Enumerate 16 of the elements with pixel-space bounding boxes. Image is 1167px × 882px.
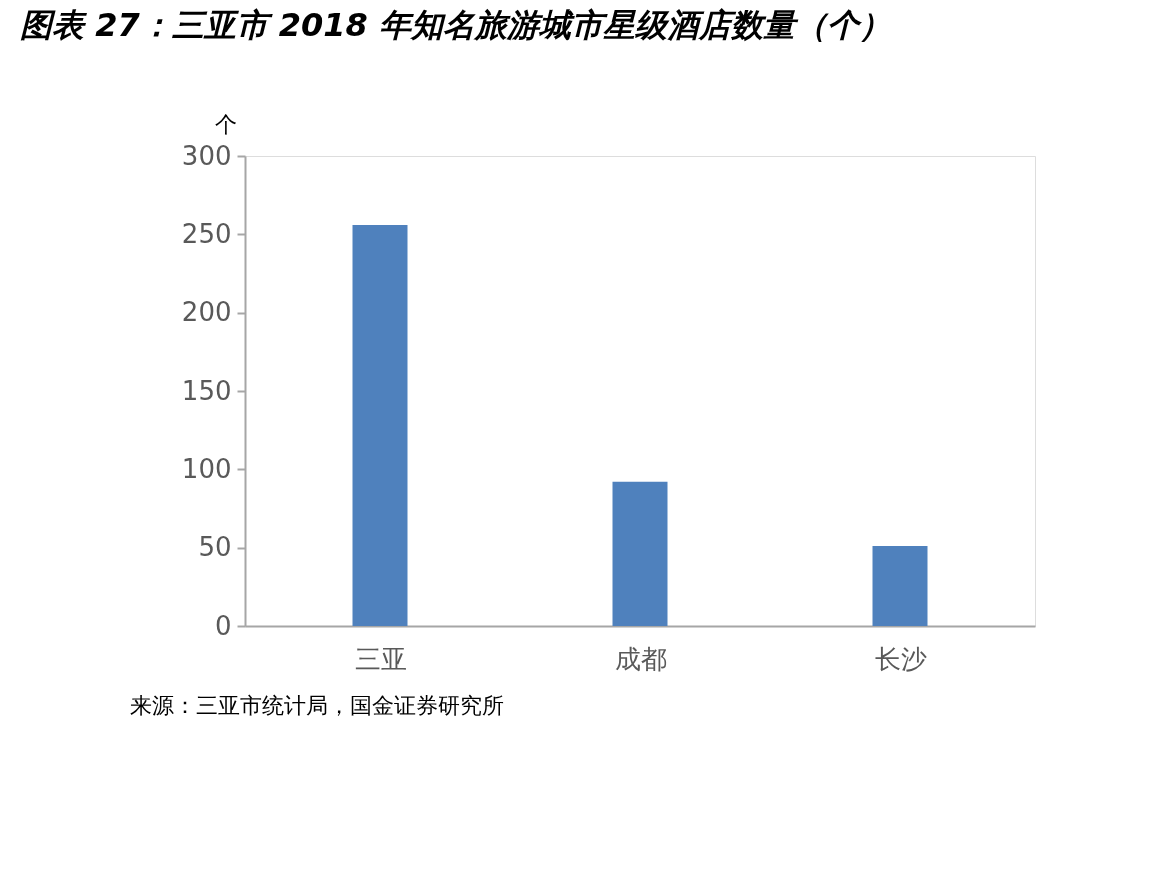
y-tick-label: 200 [181, 297, 232, 328]
bar [612, 481, 668, 626]
x-tick-label: 三亚 [354, 643, 407, 674]
y-axis-title: 个 [214, 111, 237, 137]
y-tick-label: 300 [181, 140, 232, 171]
x-tick-label: 长沙 [874, 643, 927, 674]
chart-title: 图表 27：三亚市 2018 年知名旅游城市星级酒店数量（个） [20, 6, 892, 44]
bar [872, 546, 928, 626]
bar [352, 224, 408, 626]
x-tick-label: 成都 [614, 643, 667, 674]
y-tick-label: 150 [181, 375, 232, 406]
y-tick-label: 100 [181, 453, 232, 484]
source-note: 来源：三亚市统计局，国金证券研究所 [130, 693, 504, 718]
y-tick-label: 250 [181, 218, 232, 249]
y-tick-label: 50 [198, 532, 232, 563]
y-tick-label: 0 [214, 610, 232, 641]
